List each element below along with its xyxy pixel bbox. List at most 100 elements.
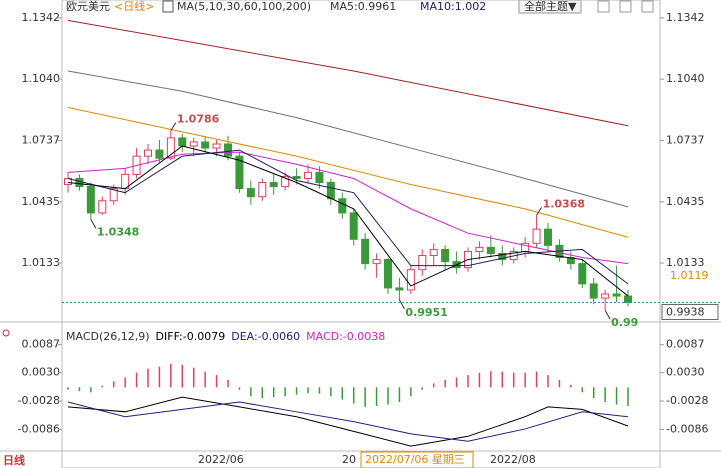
annotation: 1.0348 bbox=[97, 225, 139, 238]
annotation: 1.0786 bbox=[177, 113, 220, 126]
annotation: 0.9951 bbox=[405, 306, 447, 319]
candle-body bbox=[212, 143, 221, 149]
candle-body bbox=[189, 141, 198, 147]
candle-body bbox=[475, 246, 484, 252]
cursor-date: 2022/07/06 星期三 bbox=[365, 453, 465, 466]
y-tick-label: 1.0133 bbox=[22, 256, 61, 269]
macd-tick-label: 0.0087 bbox=[666, 338, 705, 351]
candle-body bbox=[338, 198, 347, 214]
macd-tick-label: -0.0086 bbox=[18, 422, 60, 435]
ma-line bbox=[67, 151, 629, 265]
candle-body bbox=[532, 228, 541, 244]
candle-body bbox=[441, 248, 450, 263]
y-tick-label: 1.0435 bbox=[666, 195, 705, 208]
candle-body bbox=[144, 149, 152, 157]
candle-body bbox=[406, 269, 415, 291]
y-tick-label: 1.0737 bbox=[22, 134, 61, 147]
theme-button-label[interactable]: 全部主题▼ bbox=[524, 0, 577, 13]
candle-body bbox=[304, 171, 312, 179]
ma-line bbox=[67, 401, 629, 442]
ma-line bbox=[67, 107, 629, 238]
annotation-pointer bbox=[536, 207, 542, 216]
candle-body bbox=[98, 200, 107, 214]
macd-header: DEA:-0.0060 bbox=[231, 330, 300, 343]
y-tick-label: 1.0737 bbox=[666, 134, 705, 147]
candle-body bbox=[246, 188, 255, 198]
period-tag: <日线> bbox=[114, 0, 154, 13]
candle-body bbox=[384, 259, 392, 289]
candle-body bbox=[624, 295, 632, 304]
macd-tick-label: 0.0030 bbox=[22, 366, 61, 379]
macd-tick-label: 0.0030 bbox=[666, 366, 705, 379]
candle-body bbox=[361, 238, 370, 265]
candle-body bbox=[155, 149, 164, 159]
candle-body bbox=[498, 252, 507, 261]
ma-price-label: 1.0119 bbox=[670, 269, 709, 282]
candle-body bbox=[178, 137, 187, 147]
annotation: 1.0368 bbox=[543, 197, 585, 210]
candle-body bbox=[281, 175, 290, 188]
candle-body bbox=[166, 137, 175, 159]
annotation-pointer bbox=[90, 219, 97, 229]
date-label: 2022/08 bbox=[490, 453, 536, 466]
candle-body bbox=[544, 228, 552, 246]
candle-body bbox=[486, 246, 495, 254]
last-price-label: 0.9938 bbox=[666, 306, 705, 319]
macd-tick-label: -0.0028 bbox=[18, 394, 60, 407]
date-label: 2022/06 bbox=[198, 453, 244, 466]
candle-body bbox=[235, 155, 244, 190]
ma-header: MA10:1.002 bbox=[420, 0, 486, 13]
ma-line bbox=[67, 145, 629, 297]
ma-icon bbox=[162, 0, 174, 13]
candle-body bbox=[349, 212, 358, 240]
last-price-box bbox=[661, 304, 719, 321]
ma-line bbox=[67, 19, 629, 127]
y-tick-label: 1.1342 bbox=[22, 11, 61, 24]
settings-icon[interactable] bbox=[2, 329, 10, 337]
chart-title: 欧元美元 bbox=[66, 0, 110, 13]
y-tick-label: 1.1342 bbox=[666, 11, 705, 24]
candle-body bbox=[201, 141, 210, 149]
candle-body bbox=[372, 259, 381, 265]
ma-header: MA(5,10,30,60,100,200) bbox=[177, 0, 311, 13]
candle-body bbox=[258, 182, 267, 198]
macd-header: DIFF:-0.0079 bbox=[156, 330, 226, 343]
theme-button[interactable] bbox=[518, 0, 582, 14]
ma-line bbox=[67, 149, 629, 285]
ma-line bbox=[67, 396, 629, 447]
y-tick-label: 1.1040 bbox=[22, 72, 61, 85]
annotation: 0.99 bbox=[611, 316, 638, 329]
candle-body bbox=[589, 283, 598, 299]
candle-body bbox=[418, 254, 427, 271]
macd-header: MACD(26,12,9) bbox=[66, 330, 150, 343]
y-tick-label: 1.0133 bbox=[666, 256, 705, 269]
candle-body bbox=[429, 248, 438, 256]
candle-body bbox=[75, 177, 84, 188]
candle-body bbox=[86, 186, 95, 214]
macd-tick-label: 0.0087 bbox=[22, 338, 61, 351]
toolbar-button[interactable] bbox=[619, 0, 632, 13]
candle-body bbox=[224, 143, 232, 157]
candle-body bbox=[326, 182, 335, 200]
candle-body bbox=[601, 293, 610, 299]
annotation-pointer bbox=[398, 299, 405, 310]
toolbar-button[interactable] bbox=[597, 0, 610, 13]
candle-body bbox=[292, 175, 301, 179]
candle-body bbox=[269, 182, 278, 188]
macd-tick-label: -0.0028 bbox=[666, 394, 708, 407]
ma-line bbox=[67, 70, 629, 208]
annotation-pointer bbox=[604, 309, 611, 320]
annotation-pointer bbox=[170, 122, 177, 131]
macd-tick-label: -0.0086 bbox=[666, 422, 708, 435]
ma-header: MA5:0.9961 bbox=[330, 0, 396, 13]
candle-body bbox=[395, 287, 404, 291]
macd-header: MACD:-0.0038 bbox=[306, 330, 385, 343]
candle-body bbox=[109, 188, 118, 202]
toolbar-button[interactable] bbox=[641, 0, 654, 13]
plot-frame bbox=[61, 0, 661, 468]
candle-body bbox=[578, 263, 587, 285]
y-tick-label: 1.1040 bbox=[666, 72, 705, 85]
cursor-date-box bbox=[360, 451, 474, 468]
